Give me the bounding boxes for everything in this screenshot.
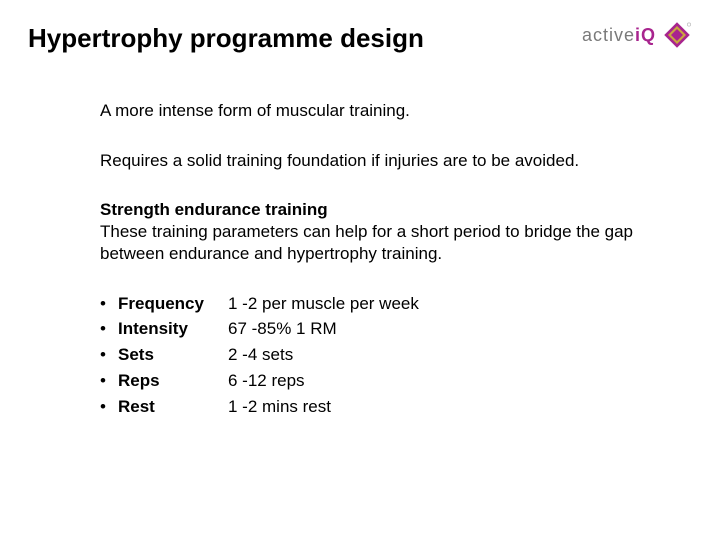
- logo-text: activeiQ: [582, 25, 656, 46]
- list-item: • Rest 1 -2 mins rest: [100, 396, 640, 418]
- paragraph-intro-2: Requires a solid training foundation if …: [100, 150, 640, 172]
- parameter-label: Reps: [118, 370, 228, 392]
- list-item: • Frequency 1 -2 per muscle per week: [100, 293, 640, 315]
- slide: Hypertrophy programme design activeiQ A …: [0, 0, 720, 540]
- paragraph-bridge: These training parameters can help for a…: [100, 221, 640, 265]
- parameter-list: • Frequency 1 -2 per muscle per week • I…: [100, 293, 640, 418]
- logo-text-accent: iQ: [635, 25, 656, 45]
- paragraph-intro-1: A more intense form of muscular training…: [100, 100, 640, 122]
- strength-endurance-block: Strength endurance training These traini…: [100, 199, 640, 264]
- parameter-value: 1 -2 per muscle per week: [228, 293, 419, 315]
- parameter-label: Sets: [118, 344, 228, 366]
- list-item: • Reps 6 -12 reps: [100, 370, 640, 392]
- parameter-label: Intensity: [118, 318, 228, 340]
- subheading: Strength endurance training: [100, 199, 640, 221]
- brand-logo: activeiQ: [582, 20, 692, 50]
- bullet-icon: •: [100, 344, 118, 366]
- parameter-value: 2 -4 sets: [228, 344, 293, 366]
- body-content: A more intense form of muscular training…: [100, 100, 640, 418]
- bullet-icon: •: [100, 293, 118, 315]
- list-item: • Intensity 67 -85% 1 RM: [100, 318, 640, 340]
- page-title: Hypertrophy programme design: [28, 24, 424, 54]
- parameter-value: 6 -12 reps: [228, 370, 305, 392]
- parameter-value: 1 -2 mins rest: [228, 396, 331, 418]
- parameter-label: Frequency: [118, 293, 228, 315]
- list-item: • Sets 2 -4 sets: [100, 344, 640, 366]
- bullet-icon: •: [100, 396, 118, 418]
- parameter-label: Rest: [118, 396, 228, 418]
- diamond-icon: [662, 20, 692, 50]
- logo-text-grey: active: [582, 25, 635, 45]
- bullet-icon: •: [100, 370, 118, 392]
- bullet-icon: •: [100, 318, 118, 340]
- title-row: Hypertrophy programme design activeiQ: [28, 24, 692, 54]
- parameter-value: 67 -85% 1 RM: [228, 318, 337, 340]
